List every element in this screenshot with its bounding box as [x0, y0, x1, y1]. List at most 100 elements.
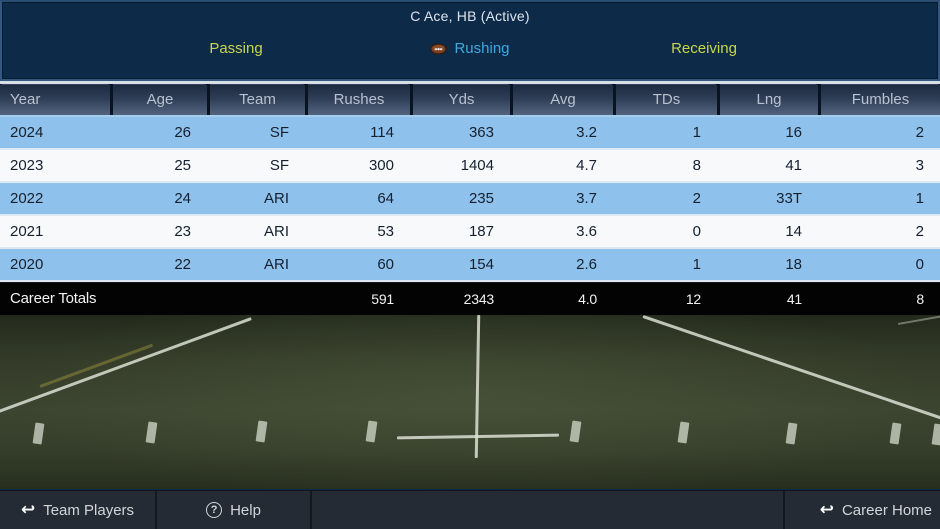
cell-year: 2024 [10, 124, 44, 141]
total-rushes: 591 [371, 291, 394, 307]
field-hash-mark [365, 420, 378, 443]
column-header-avg: Avg [510, 84, 613, 115]
field-hash-mark [785, 422, 798, 445]
cell-avg: 3.6 [576, 223, 597, 240]
cell-avg: 4.7 [576, 157, 597, 174]
field-right-sideline [642, 315, 940, 420]
cell-tds: 1 [692, 124, 701, 141]
cell-age: 25 [174, 157, 191, 174]
help-button[interactable]: ? Help [155, 491, 310, 529]
cell-rushes: 114 [370, 124, 394, 141]
cell-lng: 16 [785, 124, 802, 141]
total-yds: 2343 [463, 291, 495, 307]
cell-rushes: 60 [377, 256, 394, 273]
table-row-2022[interactable]: 2022 24 ARI 64 235 3.7 2 33T 1 [0, 183, 940, 216]
team-players-label: Team Players [43, 501, 135, 519]
field-hash-mark [255, 420, 268, 443]
stat-category-tabs: Passing Rushing Receiving [2, 40, 938, 57]
column-header-fumbles: Fumbles [818, 84, 940, 115]
bottom-bar-spacer [310, 491, 783, 529]
cell-avg: 3.7 [576, 190, 597, 207]
table-row-2023[interactable]: 2023 25 SF 300 1404 4.7 8 41 3 [0, 150, 940, 183]
field-far-corner-line [897, 315, 940, 325]
cell-age: 23 [174, 223, 191, 240]
field-hash-mark [889, 422, 902, 445]
bottom-bar: ↩ Team Players ? Help ↩ Career Home [0, 490, 940, 529]
cell-lng: 41 [785, 157, 802, 174]
cell-year: 2023 [10, 157, 44, 174]
tab-receiving-label: Receiving [671, 40, 737, 57]
football-field-background [0, 315, 940, 489]
cell-lng: 33T [776, 190, 802, 207]
career-home-button[interactable]: ↩ Career Home [783, 491, 940, 529]
column-header-yds: Yds [410, 84, 510, 115]
back-arrow-icon: ↩ [20, 499, 36, 520]
cell-team: SF [269, 124, 289, 141]
total-fumbles: 8 [916, 291, 924, 307]
cell-yds: 235 [468, 190, 494, 207]
stats-table-body: 2024 26 SF 114 363 3.2 1 16 2 2023 25 SF… [0, 117, 940, 282]
field-left-sideline [0, 317, 252, 414]
cell-tds: 2 [692, 190, 701, 207]
cell-lng: 18 [785, 256, 802, 273]
cell-fumbles: 1 [915, 190, 924, 207]
cell-tds: 8 [692, 157, 701, 174]
total-lng: 41 [786, 291, 802, 307]
table-row-2020[interactable]: 2020 22 ARI 60 154 2.6 1 18 0 [0, 249, 940, 282]
page-title: C Ace, HB (Active) [410, 8, 530, 24]
career-home-label: Career Home [841, 501, 932, 519]
back-arrow-icon: ↩ [819, 499, 834, 520]
cell-fumbles: 2 [915, 124, 924, 141]
tab-receiving[interactable]: Receiving [587, 40, 821, 57]
career-totals-label: Career Totals [10, 290, 97, 307]
cell-age: 24 [174, 190, 191, 207]
column-header-lng: Lng [717, 84, 818, 115]
cell-team: SF [269, 157, 289, 174]
total-avg: 4.0 [578, 291, 597, 307]
cell-tds: 1 [692, 256, 701, 273]
player-header-panel: C Ace, HB (Active) Passing Rushing [0, 0, 940, 81]
cell-rushes: 300 [368, 157, 394, 174]
cell-yds: 187 [468, 223, 494, 240]
tab-rushing-label: Rushing [454, 40, 510, 57]
field-hash-mark [569, 420, 582, 443]
field-left-yellow-tint [39, 343, 154, 388]
cell-age: 22 [174, 256, 191, 273]
table-row-2024[interactable]: 2024 26 SF 114 363 3.2 1 16 2 [0, 117, 940, 150]
cell-age: 26 [174, 124, 191, 141]
field-hash-mark [931, 423, 940, 446]
cell-tds: 0 [692, 223, 701, 240]
stats-table-header: Year Age Team Rushes Yds Avg TDs Lng Fum… [0, 84, 940, 117]
cell-year: 2022 [10, 190, 44, 207]
cell-team: ARI [263, 190, 289, 207]
cell-yds: 363 [468, 124, 494, 141]
cell-rushes: 64 [377, 190, 394, 207]
tab-passing[interactable]: Passing [119, 40, 353, 57]
cell-avg: 3.2 [576, 124, 597, 141]
column-header-rushes: Rushes [305, 84, 410, 115]
cell-year: 2021 [10, 223, 44, 240]
column-header-year: Year [0, 84, 110, 115]
tab-rushing[interactable]: Rushing [353, 40, 587, 57]
field-hash-mark [145, 421, 158, 444]
cell-year: 2020 [10, 256, 44, 273]
cell-yds: 154 [468, 256, 494, 273]
team-players-button[interactable]: ↩ Team Players [0, 491, 155, 529]
column-header-team: Team [207, 84, 305, 115]
column-header-age: Age [110, 84, 207, 115]
field-hash-mark [32, 422, 45, 445]
cell-rushes: 53 [377, 223, 394, 240]
tab-passing-label: Passing [209, 40, 263, 57]
cell-team: ARI [263, 223, 289, 240]
cell-team: ARI [263, 256, 289, 273]
career-totals-row: Career Totals 591 2343 4.0 12 41 8 [0, 282, 940, 315]
cell-avg: 2.6 [576, 256, 597, 273]
table-row-2021[interactable]: 2021 23 ARI 53 187 3.6 0 14 2 [0, 216, 940, 249]
cell-lng: 14 [785, 223, 802, 240]
cell-fumbles: 3 [915, 157, 924, 174]
cell-fumbles: 2 [915, 223, 924, 240]
column-header-tds: TDs [613, 84, 717, 115]
cell-fumbles: 0 [915, 256, 924, 273]
field-hash-mark [677, 421, 690, 444]
